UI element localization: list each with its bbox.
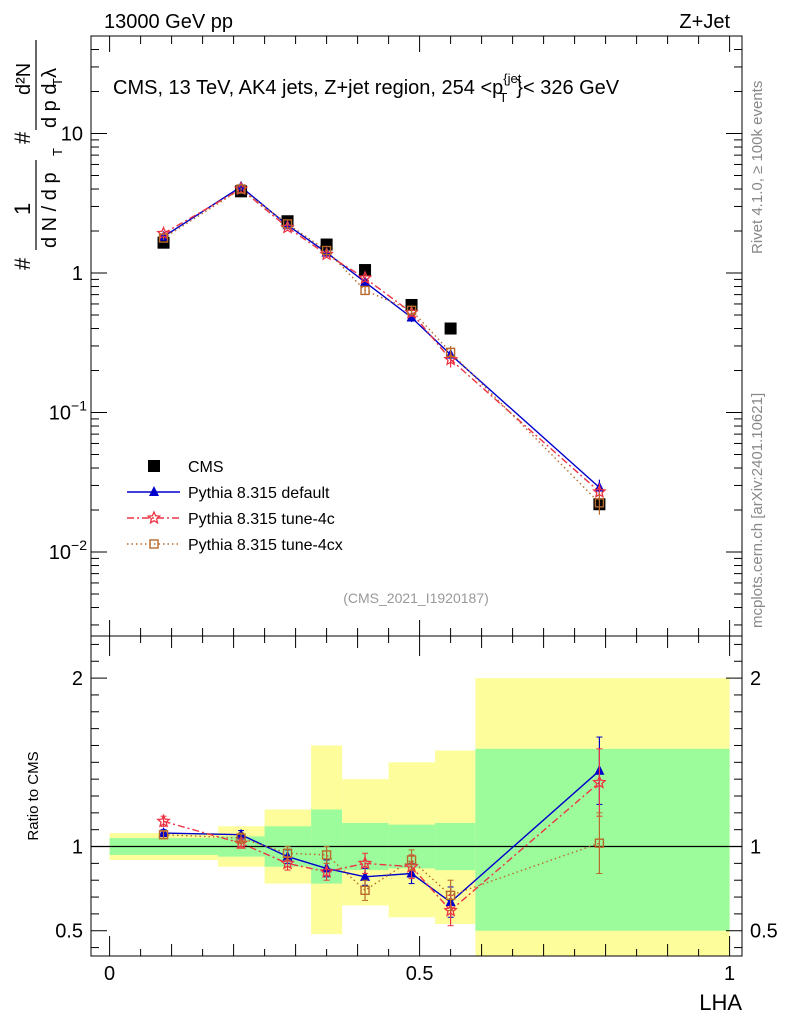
ratio-point: [156, 813, 171, 828]
data-point: [156, 225, 171, 240]
data-point: [594, 498, 605, 508]
data-point: [443, 351, 458, 366]
data-point: [236, 184, 246, 194]
y-tick-label: 10: [61, 124, 83, 146]
ratio-point: [280, 855, 295, 870]
ratio-y-tick-label-right: 0.5: [750, 921, 778, 943]
ratio-y-tick-label-left: 0.5: [55, 921, 83, 943]
series-line: [163, 188, 600, 504]
legend-marker: [149, 486, 159, 496]
ratio-point: [236, 833, 246, 843]
legend-label: Pythia 8.315 tune-4c: [188, 511, 335, 528]
main-y-axis-label: # 1 d N / d p T # d²N d p d λ T: [10, 40, 65, 270]
ratio-point: [443, 902, 458, 917]
data-point: [444, 322, 457, 335]
legend-marker: [149, 539, 159, 549]
legend-marker: [148, 460, 160, 472]
header-left: 13000 GeV pp: [104, 11, 233, 33]
series-line: [163, 188, 600, 493]
y-tick-label: 10−2: [49, 537, 87, 564]
x-tick-label: 0.5: [406, 963, 434, 985]
y-label-d2n: d²N: [13, 63, 35, 95]
y-label-hash-2: #: [10, 131, 35, 144]
data-point: [282, 219, 293, 229]
chart-title: CMS, 13 TeV, AK4 jets, Z+jet region, 254…: [113, 71, 620, 105]
ratio-point: [319, 864, 334, 878]
analysis-watermark: (CMS_2021_I1920187): [343, 590, 489, 606]
data-point: [406, 305, 417, 316]
data-point: [445, 347, 456, 358]
ratio-plot: 0.5 0.5 1 1 2 2 0 0.5 1: [55, 635, 778, 985]
main-plot: 10−2 10−1 1 10: [49, 35, 743, 637]
ratio-y-tick-label-right: 2: [750, 668, 761, 690]
y-label-dn: d N / d p: [39, 172, 61, 248]
ratio-y-axis-label: Ratio to CMS: [25, 751, 42, 840]
data-point: [321, 245, 332, 256]
ratio-point: [445, 890, 456, 901]
legend-label: CMS: [188, 459, 224, 476]
data-point: [360, 285, 370, 296]
ratio-point: [594, 838, 605, 848]
legend: CMS Pythia 8.315 default Pythia 8.315 tune…: [127, 459, 343, 554]
ratio-y-tick-label-right: 1: [750, 837, 761, 859]
ratio-point: [357, 855, 373, 870]
legend-label: Pythia 8.315 tune-4cx: [188, 537, 343, 554]
x-tick-label: 0: [104, 963, 115, 985]
ratio-series-line: [163, 770, 600, 903]
header-right: Z+Jet: [679, 11, 730, 33]
y-tick-label: 10−1: [49, 398, 87, 425]
y-label-hash-1: #: [10, 257, 35, 270]
y-tick-label: 1: [72, 263, 83, 285]
ratio-y-tick-label-left: 1: [72, 837, 83, 859]
ratio-point: [321, 850, 332, 860]
data-point: [359, 264, 372, 277]
rivet-label: Rivet 4.1.0, ≥ 100k events: [749, 81, 766, 254]
data-point: [405, 298, 418, 311]
legend-label: Pythia 8.315 default: [188, 485, 330, 502]
legend-marker: [146, 510, 162, 525]
ratio-point: [360, 885, 370, 896]
x-tick-label: 1: [724, 963, 735, 985]
series-line: [163, 185, 600, 489]
data-point: [236, 180, 247, 191]
data-point: [158, 233, 169, 243]
data-point: [357, 270, 373, 285]
mcplots-label: mcplots.cern.ch [arXiv:2401.10621]: [749, 393, 766, 628]
ratio-point: [158, 830, 169, 840]
y-label-t1: T: [50, 148, 65, 156]
y-label-t2: T: [50, 78, 65, 86]
ratio-point: [282, 848, 293, 858]
y-label-one: 1: [10, 203, 35, 215]
data-point: [320, 238, 333, 251]
ratio-point: [406, 855, 417, 865]
y-label-dpdl: d p d λ: [39, 68, 61, 128]
ratio-y-tick-label-left: 2: [72, 668, 83, 690]
ratio-series-line: [163, 834, 600, 897]
x-axis-label: LHA: [699, 990, 742, 1015]
ratio-point: [360, 870, 371, 881]
ratio-series-line: [163, 781, 600, 912]
ratio-point: [592, 774, 607, 789]
